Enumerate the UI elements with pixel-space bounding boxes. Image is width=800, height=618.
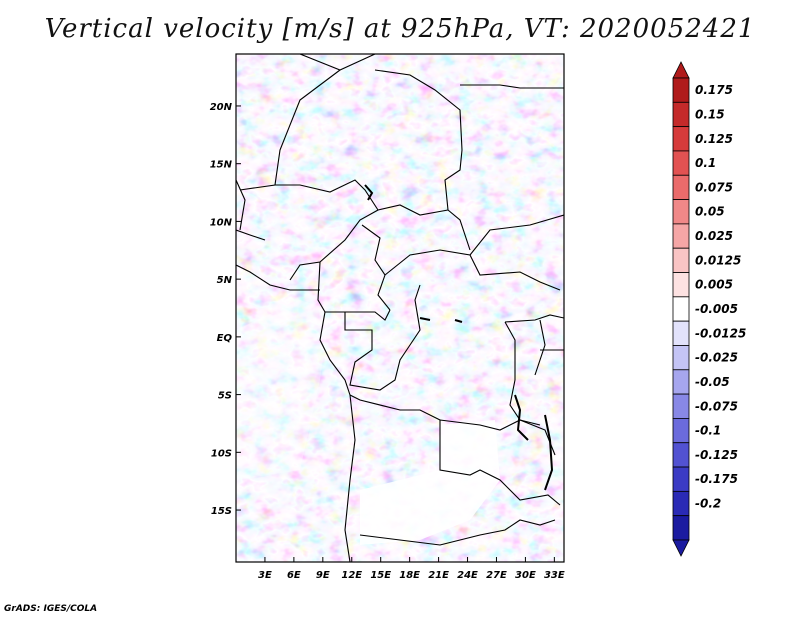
lon-tick-label: 3E xyxy=(258,570,272,581)
lat-tick-label: 10N xyxy=(210,217,233,228)
vertical-velocity-field xyxy=(236,54,564,562)
colorbar-swatch xyxy=(672,223,690,249)
colorbar-label: 0.075 xyxy=(695,180,733,194)
longitude-axis: 3E 6E 9E 12E 15E 18E 21E 24E 27E 30E 33E xyxy=(258,557,565,581)
colorbar-label: -0.125 xyxy=(695,448,738,462)
latitude-axis: 20N 15N 10N 5N EQ 5S 10S 15S xyxy=(210,102,241,517)
colorbar-label: -0.05 xyxy=(695,375,730,389)
colorbar-swatch xyxy=(672,515,690,541)
country-borders xyxy=(236,54,564,562)
lakes xyxy=(364,184,554,491)
colorbar-label: 0.0125 xyxy=(695,253,741,267)
colorbar-swatch xyxy=(672,320,690,346)
lat-tick-label: 10S xyxy=(211,448,232,459)
colorbar-label: -0.025 xyxy=(695,351,738,365)
lon-tick-label: 30E xyxy=(515,570,536,581)
colorbar-swatch xyxy=(672,150,690,176)
lon-tick-label: 9E xyxy=(316,570,330,581)
map-title: Vertical velocity [m/s] at 925hPa, VT: 2… xyxy=(44,14,756,44)
lat-tick-label: 20N xyxy=(210,102,233,113)
colorbar-label: -0.2 xyxy=(695,497,721,511)
colorbar-swatch xyxy=(672,442,690,468)
colorbar-label: -0.075 xyxy=(695,399,738,413)
lon-tick-label: 18E xyxy=(399,570,420,581)
colorbar-label: 0.05 xyxy=(695,205,725,219)
colorbar-swatch xyxy=(672,77,690,103)
grads-credit: GrADS: IGES/COLA xyxy=(4,604,98,614)
colorbar-swatch xyxy=(672,369,690,395)
colorbar-swatch xyxy=(672,466,690,492)
colorbar-swatch xyxy=(672,490,690,517)
lat-tick-label: 5N xyxy=(217,275,233,286)
lon-tick-label: 15E xyxy=(370,570,391,581)
colorbar-label: 0.15 xyxy=(695,107,725,121)
colorbar-label: 0.005 xyxy=(695,278,733,292)
lon-tick-label: 33E xyxy=(544,570,565,581)
lon-tick-label: 27E xyxy=(486,570,507,581)
map-frame xyxy=(235,53,565,563)
colorbar-label: 0.1 xyxy=(695,156,716,170)
colorbar-swatch xyxy=(672,247,690,273)
colorbar-swatch xyxy=(672,272,690,298)
colorbar-label: 0.025 xyxy=(695,229,733,243)
lat-tick-label: EQ xyxy=(217,333,233,344)
colorbar-label: -0.005 xyxy=(695,302,738,316)
colorbar-label: -0.1 xyxy=(695,424,721,438)
lat-tick-label: 5S xyxy=(218,391,232,402)
colorbar-label: -0.0125 xyxy=(695,326,746,340)
lat-tick-label: 15S xyxy=(211,506,232,517)
colorbar-swatch xyxy=(672,296,690,322)
colorbar-swatch xyxy=(672,101,690,128)
colorbar-swatch xyxy=(672,174,690,200)
colorbar-max-arrow xyxy=(672,61,690,79)
colorbar-swatch xyxy=(672,126,690,152)
lon-tick-label: 21E xyxy=(428,570,449,581)
colorbar-swatch xyxy=(672,199,690,225)
colorbar-swatch xyxy=(672,418,690,444)
colorbar-swatch xyxy=(672,345,690,371)
colorbar-label: -0.175 xyxy=(695,472,738,486)
lon-tick-label: 12E xyxy=(341,570,362,581)
colorbar-swatch xyxy=(672,393,690,419)
lat-tick-label: 15N xyxy=(210,160,233,171)
colorbar: 0.175 0.15 0.125 0.1 0.075 0.05 0.025 0.0125 0.0… xyxy=(672,61,746,557)
lon-tick-label: 6E xyxy=(287,570,301,581)
colorbar-min-arrow xyxy=(672,539,690,557)
lon-tick-label: 24E xyxy=(457,570,478,581)
colorbar-label: 0.125 xyxy=(695,132,733,146)
colorbar-label: 0.175 xyxy=(695,83,733,97)
